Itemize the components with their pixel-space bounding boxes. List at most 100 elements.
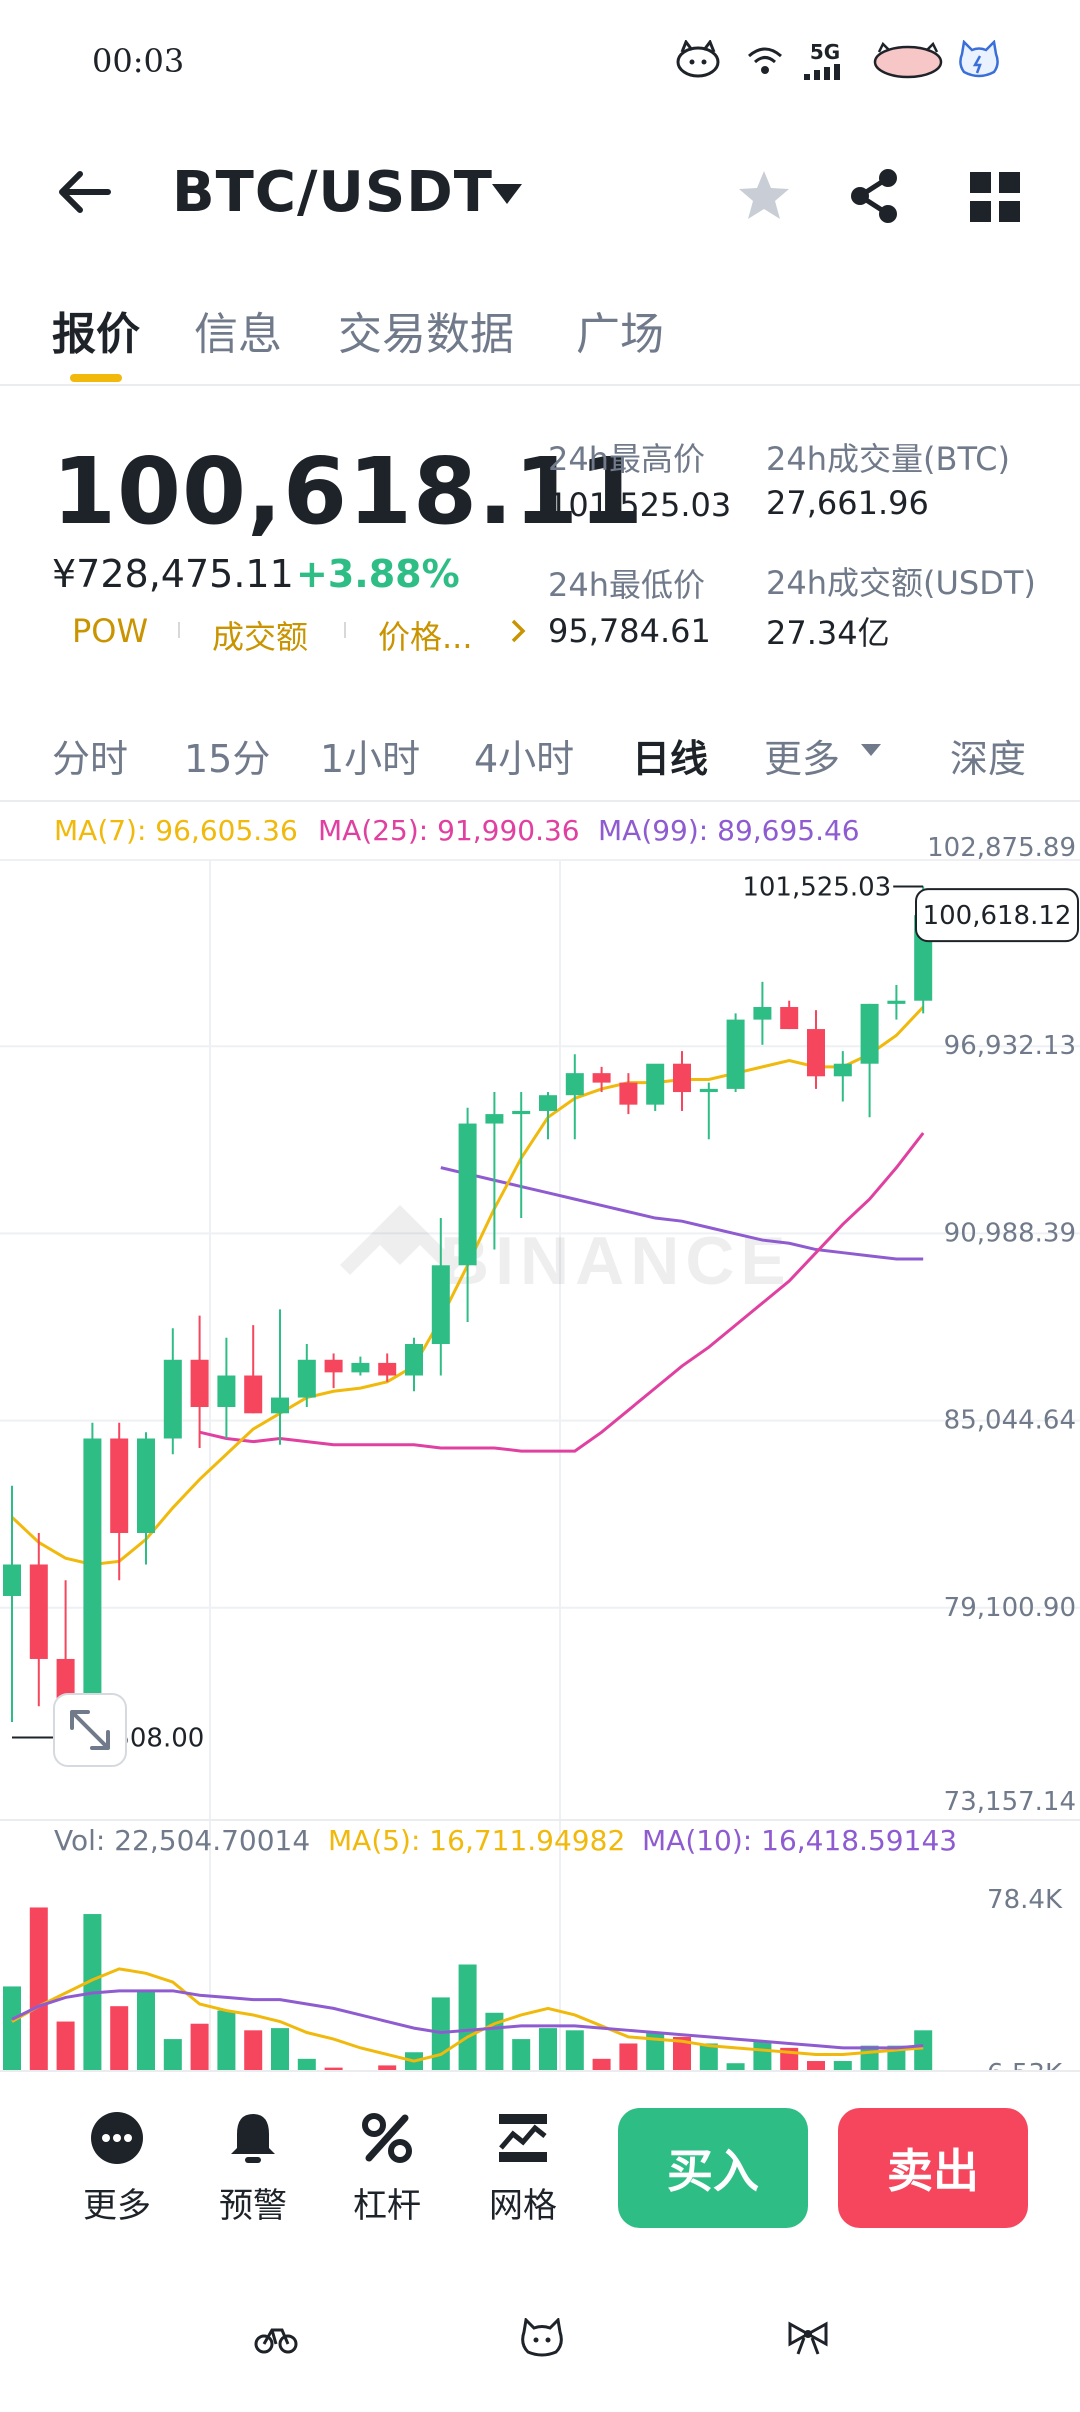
vol-ma10-line	[11, 1989, 924, 2050]
tab-info[interactable]: 信息	[194, 309, 282, 360]
volume-bar	[29, 1907, 48, 2072]
volume-bar	[137, 1990, 155, 2072]
grid-action-label: 网格	[489, 2186, 557, 2226]
interval-15m[interactable]: 15分	[184, 737, 271, 781]
volume-bar	[512, 2039, 531, 2072]
cat-home-icon[interactable]	[520, 2316, 564, 2358]
alert-action[interactable]: 预警	[198, 2110, 308, 2227]
volume-bar	[860, 2045, 879, 2072]
more-action[interactable]: 更多	[62, 2110, 172, 2227]
volume-bar	[297, 2058, 316, 2072]
vol-ma5-line	[11, 1967, 924, 2063]
candles	[3, 886, 933, 1738]
interval-more[interactable]: 更多	[764, 737, 841, 781]
candle-body	[137, 1438, 155, 1533]
volume-bar	[699, 2043, 718, 2072]
candle-body	[887, 1000, 906, 1004]
star-icon[interactable]	[736, 168, 792, 224]
price-axis-label: 90,988.39	[944, 1218, 1076, 1248]
interval-time[interactable]: 分时	[52, 737, 129, 781]
volume-bar	[619, 2043, 638, 2072]
tag-price[interactable]: 价格...	[378, 618, 473, 656]
interval-depth[interactable]: 深度	[950, 737, 1027, 781]
candle-body	[217, 1375, 236, 1408]
candle-body	[592, 1073, 611, 1083]
candle-body	[351, 1362, 370, 1373]
tab-trading-data[interactable]: 交易数据	[338, 309, 514, 360]
candle-body	[619, 1082, 638, 1105]
volume-bar	[458, 1964, 477, 2072]
volume-btc-value: 27,661.96	[766, 484, 929, 522]
signal-status-icon: 5G	[798, 38, 852, 82]
tag-separator	[344, 622, 346, 638]
ma99-legend: MA(99): 89,695.46	[598, 814, 860, 847]
buy-button[interactable]: 买入	[618, 2108, 808, 2228]
price-axis-label: 79,100.90	[944, 1593, 1076, 1623]
candle-body	[807, 1029, 825, 1077]
candle-body	[673, 1063, 691, 1093]
bike-icon[interactable]	[254, 2318, 298, 2358]
volume-bar	[163, 2039, 182, 2072]
ma25-legend: MA(25): 91,990.36	[318, 814, 580, 847]
more-dots-icon	[89, 2110, 145, 2166]
chart-grid	[0, 859, 1080, 2072]
volume-bar	[110, 2006, 129, 2072]
price-axis-label: 73,157.14	[944, 1787, 1076, 1817]
tab-square[interactable]: 广场	[576, 309, 664, 360]
caret-down-icon[interactable]	[860, 742, 882, 758]
tag-volume[interactable]: 成交额	[212, 618, 309, 656]
volume-bars	[3, 1907, 933, 2072]
candle-body	[29, 1564, 48, 1659]
status-time: 00:03	[92, 42, 185, 80]
volume-bar	[565, 2030, 584, 2072]
interval-4h[interactable]: 4小时	[474, 737, 575, 781]
candle-body	[110, 1438, 129, 1533]
interval-divider	[0, 800, 1080, 802]
back-arrow-icon[interactable]	[52, 160, 116, 224]
interval-1d[interactable]: 日线	[632, 737, 709, 781]
volume-bar	[431, 1997, 450, 2072]
candle-body	[753, 1007, 772, 1020]
kline-chart[interactable]: BINANCE 102,875.89 96,932.13 90,988.39 85,0…	[0, 800, 1080, 2072]
candle-body	[833, 1063, 852, 1077]
candle-body	[297, 1359, 316, 1398]
tag-pow[interactable]: POW	[72, 612, 149, 650]
change-percent: +3.88%	[296, 552, 460, 596]
volume-bar	[807, 2061, 825, 2072]
price-axis-label: 96,932.13	[944, 1031, 1076, 1061]
volume-bar	[646, 2032, 665, 2072]
leverage-action[interactable]: 杠杆	[332, 2110, 442, 2227]
low-label: 24h最低价	[548, 566, 706, 604]
sell-button[interactable]: 卖出	[838, 2108, 1028, 2228]
volume-bar	[539, 2028, 557, 2072]
tab-quote[interactable]: 报价	[52, 309, 140, 360]
candle-body	[565, 1073, 584, 1096]
grid-action[interactable]: 网格	[468, 2110, 578, 2227]
max-price-label: 101,525.03	[742, 873, 891, 903]
grid-bot-icon	[495, 2110, 551, 2166]
bow-icon[interactable]	[786, 2318, 830, 2358]
chart-labels: 102,875.89 96,932.13 90,988.39 85,044.64 79,…	[12, 833, 1079, 2072]
volume-bar	[190, 2023, 209, 2072]
high-label: 24h最高价	[548, 440, 706, 478]
interval-1h[interactable]: 1小时	[320, 737, 421, 781]
current-price-label: 100,618.12	[923, 901, 1072, 931]
candle-body	[378, 1362, 397, 1376]
volume-bar	[324, 2067, 343, 2072]
cat-status-icon	[670, 38, 726, 82]
pair-title[interactable]: BTC/USDT	[172, 160, 493, 225]
share-icon[interactable]	[848, 168, 900, 224]
expand-icon[interactable]	[53, 1693, 127, 1767]
svg-text:BINANCE: BINANCE	[440, 1223, 792, 1299]
chevron-right-icon[interactable]	[508, 618, 528, 644]
caret-down-icon[interactable]	[490, 182, 524, 206]
low-value: 95,784.61	[548, 612, 711, 650]
leverage-action-label: 杠杆	[353, 2186, 421, 2226]
network-type: 5G	[809, 40, 841, 64]
tabs-divider	[0, 384, 1080, 386]
volume-bar	[753, 2041, 772, 2072]
grid-menu-icon[interactable]	[970, 172, 1020, 222]
bell-icon	[225, 2110, 281, 2166]
candle-body	[699, 1088, 718, 1093]
candle-body	[3, 1564, 21, 1596]
